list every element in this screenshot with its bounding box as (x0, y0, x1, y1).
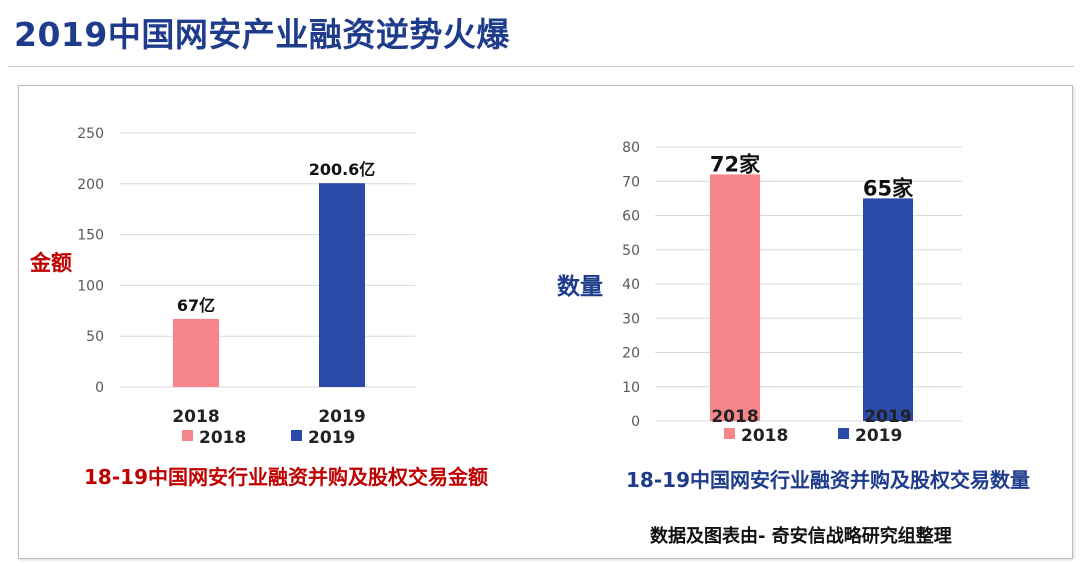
y-tick-label: 60 (622, 209, 640, 225)
y-tick-label: 10 (622, 380, 640, 396)
count-chart: 0 10 20 30 40 50 60 70 80 72家 2018 65家 2019 2018 2019 数… (557, 140, 1030, 492)
legend-swatch (291, 430, 302, 441)
legend-swatch (724, 428, 735, 439)
y-tick-label: 200 (77, 177, 104, 193)
data-label: 72家 (710, 152, 761, 176)
legend-swatch (182, 430, 193, 441)
bar (710, 174, 760, 421)
chart-title: 18-19中国网安行业融资并购及股权交易金额 (84, 465, 488, 489)
bar (173, 318, 219, 387)
chart-title: 18-19中国网安行业融资并购及股权交易数量 (626, 468, 1030, 492)
y-tick-label: 50 (622, 243, 640, 259)
y-tick-label: 250 (77, 126, 104, 142)
y-tick-label: 50 (86, 329, 104, 345)
y-tick-label: 100 (77, 278, 104, 294)
y-tick-label: 0 (631, 414, 640, 430)
data-label: 67亿 (177, 296, 215, 315)
y-tick-label: 80 (622, 140, 640, 156)
x-tick-label: 2019 (864, 407, 911, 427)
data-label: 65家 (863, 176, 914, 200)
y-tick-label: 40 (622, 277, 640, 293)
bar (863, 198, 913, 421)
y-tick-label: 150 (77, 228, 104, 244)
x-tick-label: 2019 (318, 407, 365, 427)
x-tick-label: 2018 (711, 407, 758, 427)
bar (319, 183, 365, 387)
data-label: 200.6亿 (309, 160, 376, 179)
y-tick-label: 30 (622, 311, 640, 327)
legend-label: 2019 (855, 426, 902, 446)
legend-label: 2018 (199, 428, 246, 448)
y-tick-label: 20 (622, 346, 640, 362)
y-tick-label: 0 (95, 380, 104, 396)
x-tick-label: 2018 (172, 407, 219, 427)
y-tick-label: 70 (622, 174, 640, 190)
legend-swatch (838, 428, 849, 439)
legend-label: 2018 (741, 426, 788, 446)
title-divider (8, 66, 1074, 67)
y-axis-label: 金额 (29, 251, 72, 275)
amount-chart: 0 50 100 150 200 250 67亿 2018 200.6亿 2019 2018 2019… (29, 126, 488, 489)
page-title: 2019中国网安产业融资逆势火爆 (14, 15, 510, 54)
legend-label: 2019 (308, 428, 355, 448)
source-note: 数据及图表由- 奇安信战略研究组整理 (650, 525, 952, 547)
y-axis-label: 数量 (557, 274, 603, 300)
